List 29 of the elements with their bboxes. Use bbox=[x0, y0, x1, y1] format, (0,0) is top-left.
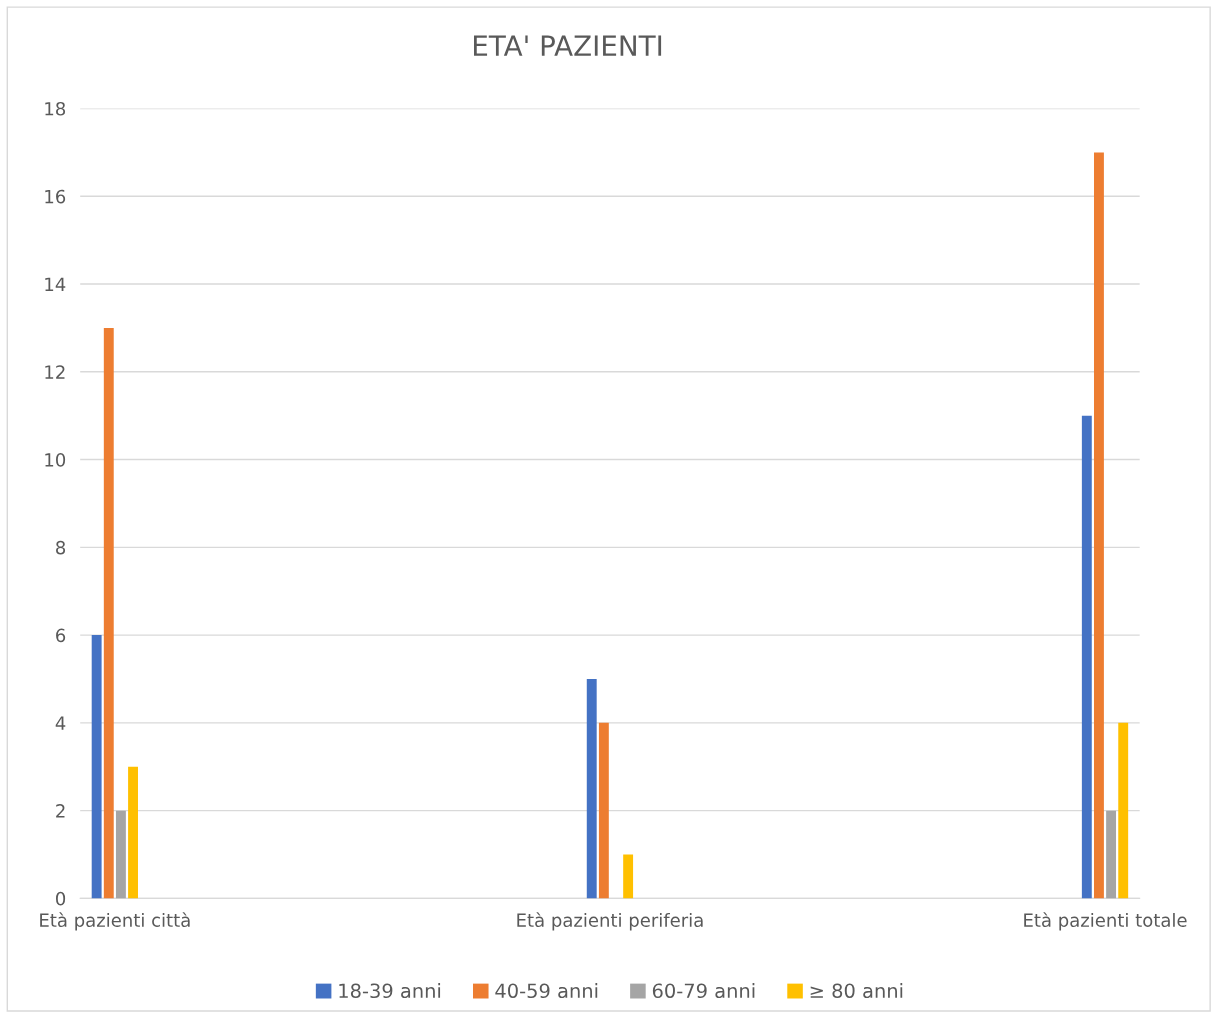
bar bbox=[103, 327, 114, 899]
bar bbox=[1094, 152, 1104, 899]
legend-label: 40-59 anni bbox=[495, 983, 598, 999]
legend-label: ≥ 80 anni bbox=[810, 983, 903, 999]
legend-label: 18-39 anni bbox=[339, 983, 441, 999]
x-tick-label: Età pazienti periferia bbox=[517, 912, 703, 931]
y-tick-label: 6 bbox=[56, 628, 66, 643]
legend-label: 60-79 anni bbox=[652, 983, 755, 999]
y-tick-label: 18 bbox=[45, 101, 66, 116]
bar bbox=[91, 635, 102, 899]
y-tick-label: 14 bbox=[45, 277, 66, 291]
y-tick-label: 2 bbox=[56, 804, 65, 818]
bar bbox=[623, 854, 634, 899]
bar bbox=[1106, 810, 1117, 899]
y-tick-label: 4 bbox=[55, 716, 66, 730]
x-tick-label: Età pazienti totale bbox=[1024, 912, 1187, 931]
chart-title: ETA' PAZIENTI bbox=[474, 35, 662, 56]
y-tick-label: 10 bbox=[45, 453, 66, 467]
bar bbox=[1081, 415, 1092, 899]
bar bbox=[586, 678, 597, 899]
y-tick-label: 8 bbox=[56, 540, 66, 555]
y-tick-label: 16 bbox=[45, 189, 66, 204]
bar bbox=[1118, 722, 1129, 899]
bar bbox=[598, 722, 609, 899]
x-tick-label: Età pazienti città bbox=[40, 912, 190, 931]
bar bbox=[128, 766, 138, 899]
bar bbox=[115, 810, 126, 899]
y-tick-label: 0 bbox=[56, 891, 66, 906]
y-tick-label: 12 bbox=[45, 365, 65, 379]
